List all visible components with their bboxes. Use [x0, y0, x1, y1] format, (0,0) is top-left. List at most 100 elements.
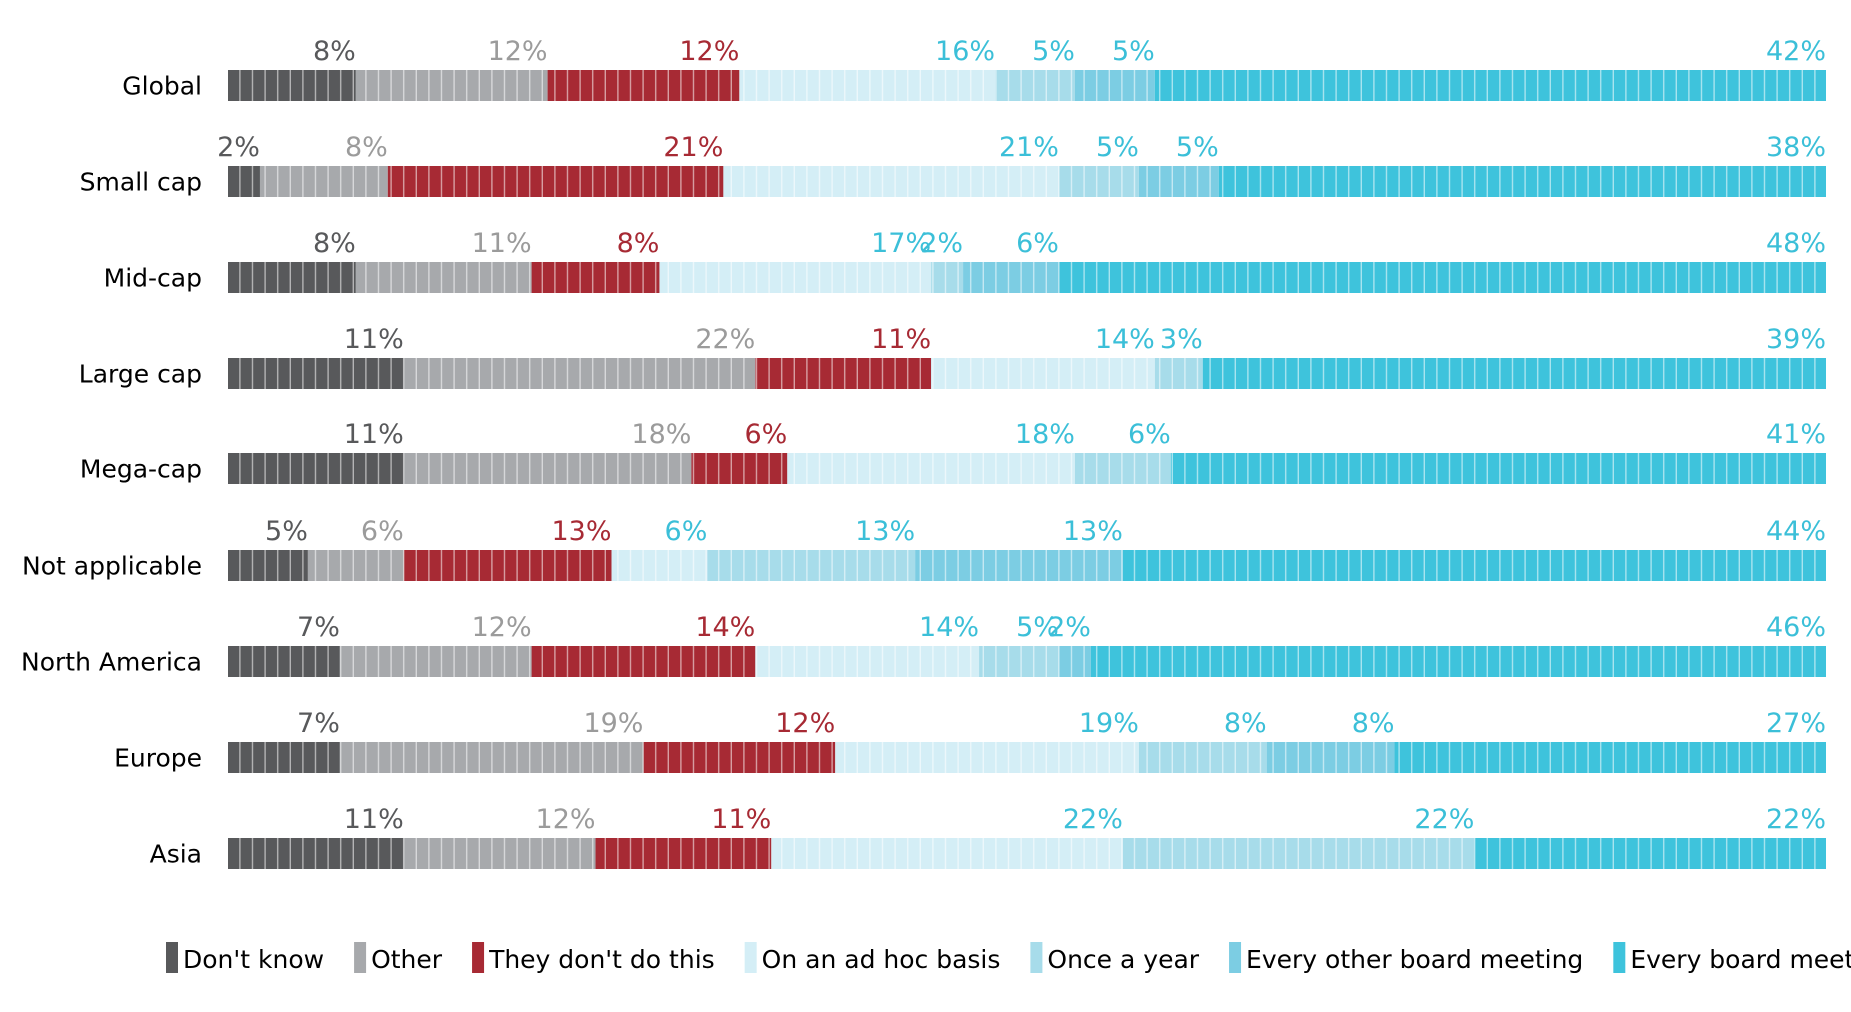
bar-segment: [1058, 646, 1091, 677]
bar-segment: [1090, 646, 1826, 677]
legend-item: Other: [354, 942, 443, 974]
value-label: 5%: [1032, 36, 1075, 67]
bar-segment: [835, 742, 1139, 773]
value-label: 2%: [1048, 612, 1091, 643]
category-label-europe: Europe: [114, 744, 202, 773]
bar-segment: [531, 646, 756, 677]
bar-segment: [1122, 838, 1475, 869]
bar-segment: [995, 70, 1075, 101]
bar-segment: [771, 838, 1123, 869]
bars-layer: [228, 70, 1826, 869]
bar-segment: [1154, 358, 1203, 389]
bar-segment: [403, 453, 692, 484]
bar-segment: [1266, 742, 1395, 773]
value-label: 5%: [1016, 612, 1059, 643]
bar-segment: [643, 742, 836, 773]
category-label-north-america: North America: [21, 648, 202, 677]
bar-segment: [739, 70, 996, 101]
value-label: 22%: [1766, 804, 1826, 835]
value-label: 6%: [361, 516, 404, 547]
value-label: 5%: [1176, 132, 1219, 163]
value-label: 6%: [665, 516, 708, 547]
bar-segment: [915, 550, 1123, 581]
bar-segment: [931, 262, 964, 293]
value-label: 11%: [344, 419, 404, 450]
legend-item: On an ad hoc basis: [744, 942, 1001, 974]
value-label: 8%: [345, 132, 388, 163]
bar-segment: [1170, 453, 1826, 484]
bar-segment: [755, 358, 932, 389]
bar-segment: [228, 550, 308, 581]
bar-segment: [403, 358, 756, 389]
category-label-asia: Asia: [150, 840, 202, 869]
legend-label: They don't do this: [488, 945, 715, 974]
bar-segment: [403, 838, 596, 869]
value-label: 5%: [1096, 132, 1139, 163]
bar-segment: [1394, 742, 1826, 773]
value-label: 27%: [1766, 708, 1826, 739]
legend-swatch: [1613, 942, 1626, 973]
bar-segment: [307, 550, 404, 581]
bar-segment: [1218, 166, 1826, 197]
legend-swatch: [354, 942, 367, 973]
value-label: 21%: [999, 132, 1059, 163]
bar-segment: [1138, 166, 1219, 197]
bar-segment: [531, 262, 660, 293]
bar-segment: [1138, 742, 1267, 773]
legend-label: Once a year: [1047, 945, 1199, 974]
value-label: 38%: [1766, 132, 1826, 163]
legend-label: Every other board meeting: [1246, 945, 1583, 974]
value-label: 12%: [488, 36, 548, 67]
bar-segment: [547, 70, 740, 101]
bar-segment: [979, 646, 1059, 677]
value-label: 5%: [1112, 36, 1155, 67]
legend-label: Other: [371, 945, 443, 974]
bar-segment: [1202, 358, 1826, 389]
legend-label: On an ad hoc basis: [762, 945, 1001, 974]
value-label: 13%: [855, 516, 915, 547]
legend-swatch: [166, 942, 178, 973]
value-label: 6%: [1016, 228, 1059, 259]
bar-segment: [595, 838, 772, 869]
bar-segment: [1074, 453, 1171, 484]
legend-label: Don't know: [183, 945, 324, 974]
category-label-small-cap: Small cap: [80, 168, 202, 197]
value-label: 19%: [1079, 708, 1139, 739]
value-label: 6%: [744, 419, 787, 450]
value-label: 22%: [695, 324, 755, 355]
bar-segment: [691, 453, 788, 484]
bar-segment: [963, 262, 1059, 293]
category-label-not-applicable: Not applicable: [22, 552, 202, 581]
value-label: 8%: [313, 36, 356, 67]
value-label: 17%: [871, 228, 931, 259]
value-label: 18%: [631, 419, 691, 450]
value-label: 22%: [1063, 804, 1123, 835]
bar-segment: [755, 646, 980, 677]
value-label: 2%: [217, 132, 260, 163]
bar-segment: [1122, 550, 1826, 581]
bar-segment: [403, 550, 612, 581]
value-label: 21%: [663, 132, 723, 163]
bar-segment: [259, 166, 388, 197]
legend-item: Once a year: [1030, 942, 1200, 974]
bar-segment: [339, 742, 644, 773]
bar-segment: [1154, 70, 1826, 101]
bar-segment: [339, 646, 532, 677]
bar-segment: [1474, 838, 1826, 869]
value-label: 8%: [1224, 708, 1267, 739]
legend-item: They don't do this: [472, 942, 715, 974]
bar-segment: [228, 358, 404, 389]
value-label: 11%: [711, 804, 771, 835]
value-label: 6%: [1128, 419, 1171, 450]
value-label: 22%: [1414, 804, 1474, 835]
value-label: 39%: [1766, 324, 1826, 355]
bar-segment: [1058, 262, 1826, 293]
bar-segment: [228, 742, 340, 773]
legend-swatch: [1229, 942, 1242, 973]
legend: Don't know Other They don't do this On an a…: [166, 942, 1851, 974]
bar-segment: [228, 166, 260, 197]
bar-segment: [228, 646, 340, 677]
bar-segment: [659, 262, 932, 293]
value-label: 14%: [1095, 324, 1155, 355]
